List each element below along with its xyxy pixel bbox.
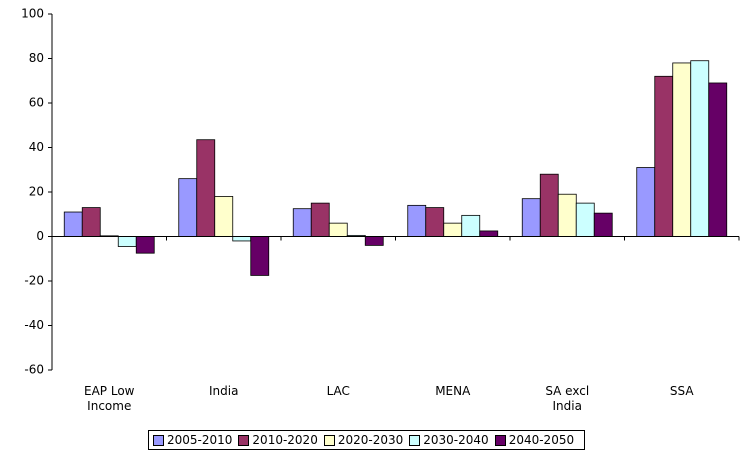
bar — [593, 212, 613, 237]
legend-swatch — [494, 434, 506, 446]
bar — [292, 208, 312, 237]
bar — [575, 202, 595, 237]
bar — [214, 196, 234, 237]
x-tick-label: MENA — [435, 384, 471, 398]
bar — [425, 207, 445, 237]
y-tick-label: 100 — [21, 7, 44, 21]
bar — [690, 60, 710, 237]
legend-label: 2005-2010 — [167, 433, 233, 447]
legend-label: 2030-2040 — [423, 433, 489, 447]
legend-swatch — [153, 434, 164, 446]
legend-item: 2040-2050 — [494, 433, 575, 447]
legend-label: 2020-2030 — [337, 433, 404, 447]
legend-item: 2030-2040 — [409, 433, 489, 447]
legend: 2005-2010 2010-2020 2020-2030 2030-2040 2040… — [148, 430, 586, 450]
bar — [443, 222, 463, 237]
x-tick-label: SA excl India — [545, 384, 590, 413]
bar — [461, 214, 481, 237]
bar — [407, 204, 427, 237]
bar — [135, 236, 155, 254]
bar — [479, 230, 499, 237]
legend-label: 2010-2020 — [252, 433, 318, 447]
bar — [654, 75, 674, 237]
bar — [81, 207, 101, 237]
bar — [539, 173, 559, 237]
bar — [557, 193, 577, 237]
y-tick-label: 80 — [29, 51, 44, 65]
y-tick-label: 20 — [29, 185, 44, 199]
y-tick-label: 0 — [36, 229, 44, 243]
legend-swatch — [238, 434, 250, 446]
y-tick-label: -20 — [24, 274, 44, 288]
bar — [232, 236, 252, 242]
bar — [310, 202, 330, 237]
legend-item: 2010-2020 — [238, 433, 318, 447]
x-tick-label: EAP Low Income — [84, 384, 135, 413]
x-tick-label: SSA — [669, 384, 694, 398]
bar — [708, 82, 728, 237]
legend-swatch — [323, 434, 335, 446]
y-tick-label: -40 — [24, 318, 44, 332]
bar — [250, 236, 270, 276]
legend-item: 2005-2010 — [153, 433, 232, 447]
bar — [364, 236, 384, 246]
bar — [328, 222, 348, 237]
bar — [178, 178, 198, 237]
legend-item: 2020-2030 — [323, 433, 404, 447]
bar — [521, 198, 541, 237]
y-tick-label: -60 — [24, 363, 44, 377]
bar — [63, 211, 83, 237]
bar — [196, 139, 216, 237]
legend-swatch — [409, 434, 421, 446]
bar — [117, 236, 137, 247]
x-tick-label: India — [209, 384, 239, 398]
y-tick-label: 60 — [29, 96, 44, 110]
x-tick-label: LAC — [326, 384, 350, 398]
bar — [636, 167, 656, 237]
bar — [672, 62, 692, 237]
y-tick-label: 40 — [29, 140, 44, 154]
legend-label: 2040-2050 — [508, 433, 575, 447]
